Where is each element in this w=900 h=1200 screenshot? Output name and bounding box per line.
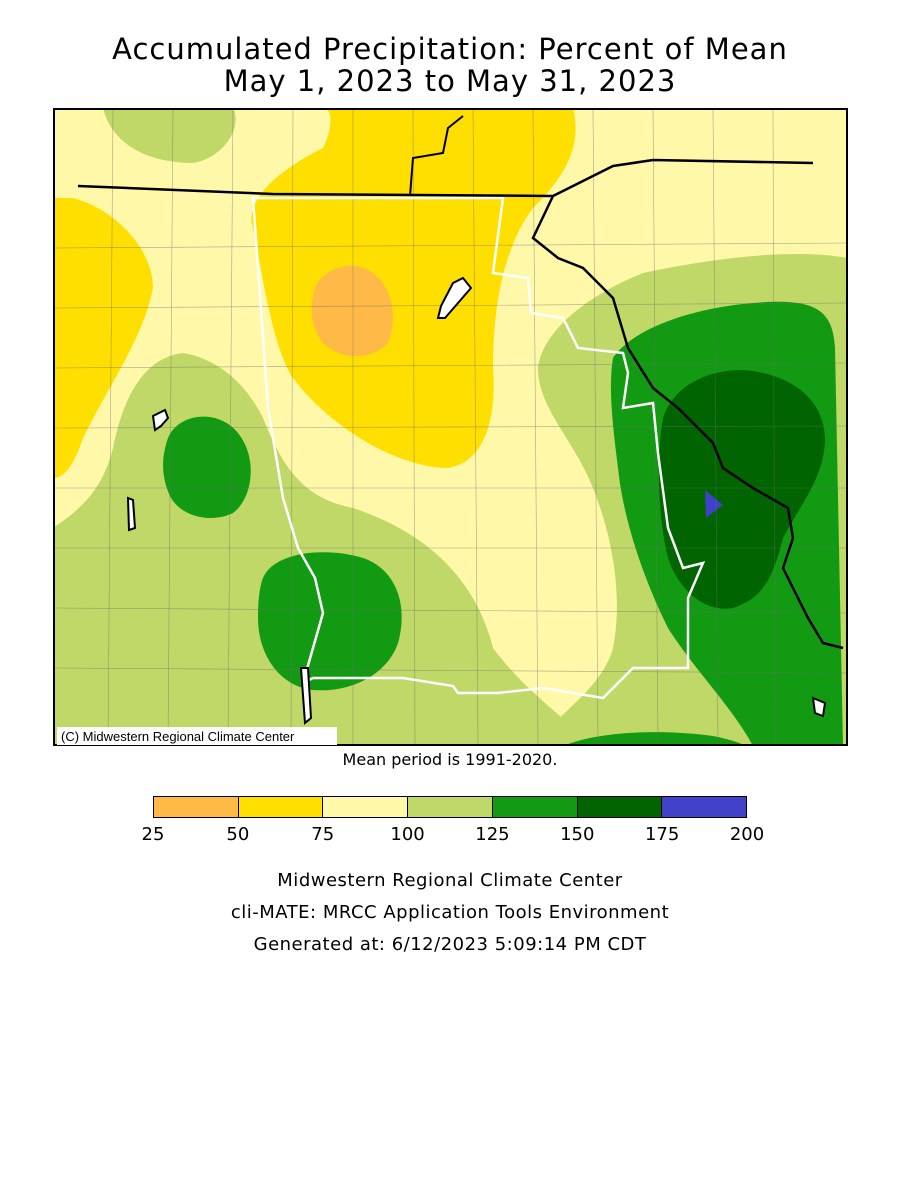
river-lake-2 xyxy=(151,408,170,432)
eastern-river xyxy=(531,195,844,650)
zone-50-75-west xyxy=(53,198,153,478)
credit-organization: Midwestern Regional Climate Center xyxy=(277,870,623,891)
legend-tick-label: 200 xyxy=(729,824,765,845)
state-border xyxy=(251,196,706,700)
copyright-box xyxy=(57,727,337,745)
river-lake-4 xyxy=(299,667,313,726)
map-border xyxy=(53,108,848,746)
legend-tick-label: 25 xyxy=(141,824,165,845)
legend-swatch-175-200 xyxy=(662,797,747,817)
river-lake-3 xyxy=(126,496,137,532)
legend-tick-label: 175 xyxy=(644,824,680,845)
copyright-text: (C) Midwestern Regional Climate Center xyxy=(61,729,295,744)
credit-generated-time: Generated at: 6/12/2023 5:09:14 PM CDT xyxy=(253,934,647,955)
legend-tick-labels: 25 50 75 100 125 150 175 200 xyxy=(142,824,765,848)
zone-25-50 xyxy=(311,265,393,357)
legend-tick-label: 75 xyxy=(311,824,335,845)
legend-swatch-125-150 xyxy=(492,797,578,817)
legend-tick-label: 150 xyxy=(560,824,595,845)
map-title-line-2: May 1, 2023 to May 31, 2023 xyxy=(223,64,677,98)
legend-swatch-25-50 xyxy=(154,797,239,817)
legend-swatch-75-100 xyxy=(323,797,409,817)
zone-175-200 xyxy=(705,490,723,518)
map-title-line-1: Accumulated Precipitation: Percent of Me… xyxy=(112,32,788,66)
legend-tick-label: 100 xyxy=(390,824,425,845)
zone-125-150-south-edge xyxy=(563,732,745,746)
credit-tool: cli-MATE: MRCC Application Tools Environ… xyxy=(230,902,670,923)
northern-border xyxy=(77,158,814,198)
zone-125-150-west-oval xyxy=(163,416,251,518)
mean-period-note: Mean period is 1991-2020. xyxy=(342,750,558,769)
north-river-line xyxy=(409,115,464,197)
river-lake-5 xyxy=(811,696,827,718)
legend-tick-label: 50 xyxy=(226,824,250,845)
precipitation-map: (C) Midwestern Regional Climate Center xyxy=(53,108,848,746)
zone-125-150-south-oval xyxy=(258,552,402,691)
zone-100-125-northwest xyxy=(103,108,236,163)
legend-swatch-150-175 xyxy=(577,797,663,817)
legend-color-bar xyxy=(153,796,747,818)
river-lake-1 xyxy=(436,276,473,319)
legend-tick-label: 125 xyxy=(475,824,510,845)
legend-swatch-100-125 xyxy=(408,797,493,817)
legend-swatch-50-75 xyxy=(238,797,324,817)
